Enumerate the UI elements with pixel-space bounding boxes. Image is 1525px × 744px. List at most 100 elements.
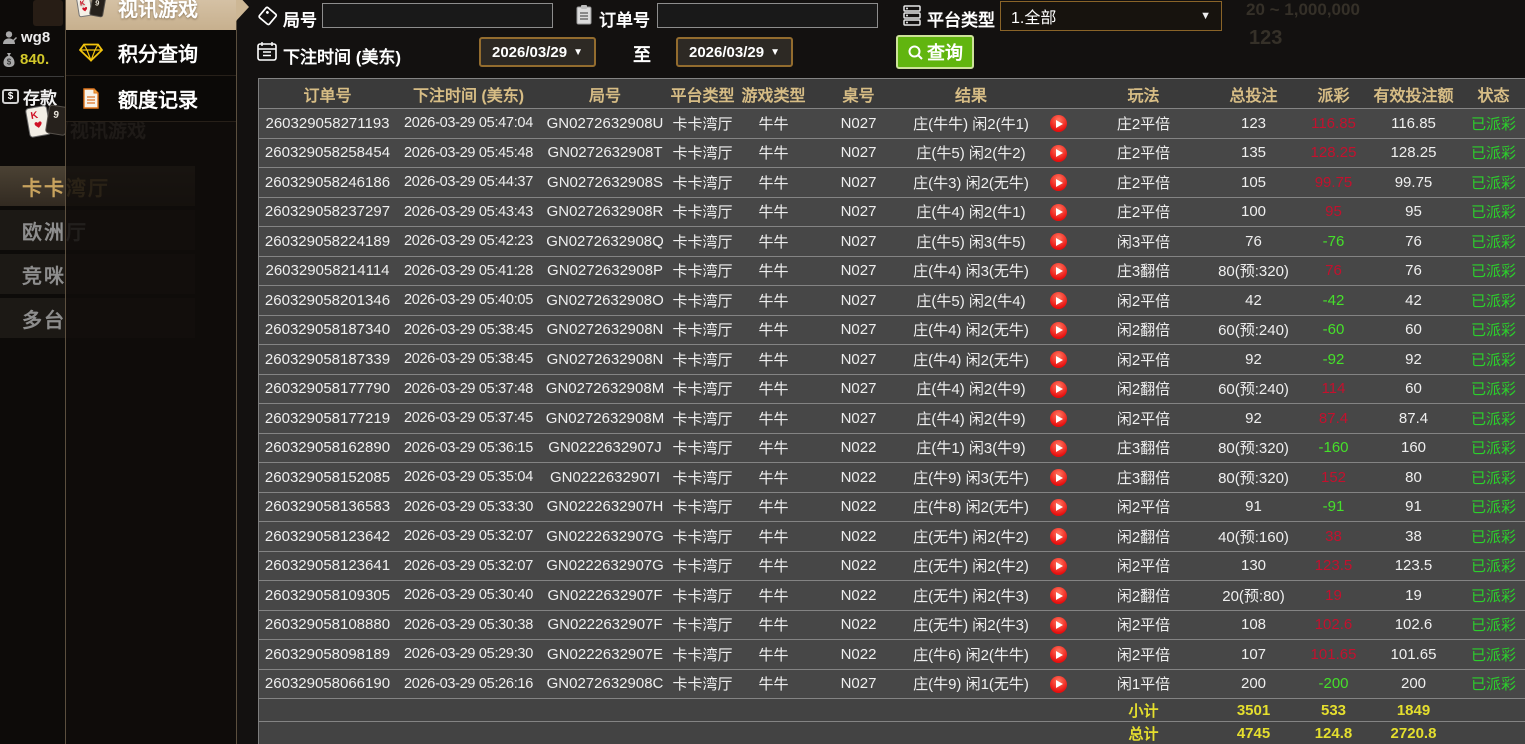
- play-replay-button[interactable]: [1050, 557, 1067, 575]
- play-replay-button[interactable]: [1050, 616, 1067, 634]
- menu-item-credit-records[interactable]: 额度记录: [66, 76, 236, 122]
- status-cell: 已派彩: [1470, 263, 1516, 281]
- platform-select-value: 1.全部: [1011, 10, 1057, 27]
- play-replay-button[interactable]: [1050, 439, 1067, 457]
- play-replay-button[interactable]: [1050, 292, 1067, 309]
- play-replay-button[interactable]: [1050, 351, 1067, 368]
- table-number-cell: N027: [840, 675, 877, 693]
- round-number-cell: GN0272632908P: [547, 262, 663, 280]
- bet-type-cell: 庄3翻倍: [1116, 440, 1171, 458]
- table-row: 260329058214114 2026-03-29 05:41:28 GN0272…: [259, 255, 1525, 285]
- result-cell: 庄(牛9) 闲3(无牛): [913, 469, 1029, 487]
- avatar[interactable]: [33, 0, 63, 26]
- play-replay-button[interactable]: [1050, 469, 1067, 486]
- play-cell: [1036, 174, 1081, 191]
- play-icon: [1056, 149, 1063, 157]
- status-cell: 已派彩: [1470, 174, 1516, 192]
- result-cell: 庄(牛4) 闲2(无牛): [913, 322, 1029, 340]
- search-button[interactable]: 查询: [896, 35, 974, 69]
- status-cell: 已派彩: [1470, 440, 1516, 458]
- table-row: 260329058162890 2026-03-29 05:36:15 GN0222…: [259, 432, 1525, 462]
- play-replay-button[interactable]: [1050, 380, 1067, 398]
- table-row: 260329058187339 2026-03-29 05:38:45 GN0272…: [259, 344, 1525, 374]
- round-number-cell: GN0272632908O: [546, 291, 664, 309]
- total-bet-cell: 80(预:320): [1218, 440, 1289, 458]
- play-replay-button[interactable]: [1050, 321, 1067, 339]
- valid-bet-cell: 76: [1405, 262, 1422, 280]
- payout-cell: 102.6: [1314, 616, 1353, 634]
- round-number-cell: GN0222632907F: [547, 586, 663, 604]
- play-cell: [1036, 351, 1081, 368]
- calendar-icon: [256, 40, 278, 62]
- date-to-picker[interactable]: 2026/03/29 ▼: [676, 37, 793, 67]
- valid-bet-cell: 123.5: [1394, 557, 1433, 575]
- date-from-picker[interactable]: 2026/03/29 ▼: [479, 37, 596, 67]
- order-number-cell: 260329058237297: [264, 203, 391, 221]
- play-replay-button[interactable]: [1050, 675, 1067, 693]
- platform-cell: 卡卡湾厅: [672, 617, 733, 635]
- order-number-cell: 260329058109305: [264, 586, 391, 604]
- bet-type-cell: 庄2平倍: [1116, 174, 1171, 192]
- play-replay-button[interactable]: [1050, 262, 1067, 280]
- play-replay-button[interactable]: [1050, 174, 1067, 191]
- play-cell: [1036, 469, 1081, 486]
- play-replay-button[interactable]: [1050, 115, 1067, 132]
- bet-type-cell: 闲3平倍: [1116, 233, 1171, 251]
- play-replay-button[interactable]: [1050, 587, 1067, 604]
- play-replay-button[interactable]: [1050, 203, 1067, 221]
- round-number-cell: GN0222632907G: [546, 527, 664, 545]
- table-number-cell: N027: [840, 173, 877, 191]
- play-icon: [1056, 355, 1063, 364]
- order-input[interactable]: [657, 3, 878, 28]
- order-number-cell: 260329058214114: [265, 262, 390, 280]
- playing-cards-icon: K 9: [24, 101, 70, 143]
- game-type-cell: 牛牛: [758, 646, 789, 664]
- play-replay-button[interactable]: [1050, 646, 1067, 663]
- status-cell: 已派彩: [1470, 676, 1516, 694]
- payout-cell: 87.4: [1318, 409, 1349, 427]
- play-replay-button[interactable]: [1050, 528, 1067, 545]
- bet-time-cell: 2026-03-29 05:26:16: [404, 675, 533, 692]
- valid-bet-cell: 95: [1405, 203, 1422, 221]
- moneybag-icon: $: [2, 52, 16, 68]
- deposit-button[interactable]: $ 存款: [2, 84, 57, 109]
- result-cell: 庄(牛9) 闲1(无牛): [913, 676, 1029, 694]
- bet-time-cell: 2026-03-29 05:30:38: [404, 616, 533, 633]
- round-number-cell: GN0222632907E: [547, 645, 663, 663]
- status-cell: 已派彩: [1470, 233, 1516, 251]
- valid-bet-cell: 60: [1405, 321, 1422, 339]
- table-number-cell: N027: [840, 291, 877, 309]
- order-number-cell: 260329058066190: [264, 675, 391, 693]
- play-replay-button[interactable]: [1050, 498, 1067, 516]
- bet-time-cell: 2026-03-29 05:47:04: [404, 115, 533, 132]
- bet-type-cell: 闲2平倍: [1116, 646, 1171, 664]
- order-number-cell: 260329058187340: [264, 321, 391, 339]
- payout-cell: 123.5: [1314, 557, 1353, 575]
- table-row: 260329058187340 2026-03-29 05:38:45 GN0272…: [259, 314, 1525, 344]
- menu-item-points-query[interactable]: 积分查询: [66, 30, 236, 76]
- table-number-cell: N027: [840, 144, 877, 162]
- play-replay-button[interactable]: [1050, 144, 1067, 162]
- valid-bet-cell: 92: [1405, 350, 1422, 368]
- platform-select[interactable]: 1.全部 ▼: [1000, 1, 1222, 31]
- gem-icon: [74, 43, 108, 62]
- bet-type-cell: 庄3翻倍: [1116, 263, 1171, 281]
- result-cell: 庄(无牛) 闲2(牛3): [913, 587, 1029, 605]
- table-number-cell: N027: [840, 321, 877, 339]
- status-cell: 已派彩: [1470, 292, 1516, 310]
- bet-time-cell: 2026-03-29 05:29:30: [404, 646, 533, 663]
- platform-cell: 卡卡湾厅: [672, 440, 733, 458]
- play-replay-button[interactable]: [1050, 410, 1067, 427]
- result-cell: 庄(无牛) 闲2(牛2): [913, 528, 1029, 546]
- platform-cell: 卡卡湾厅: [672, 676, 733, 694]
- bet-type-cell: 闲1平倍: [1116, 676, 1171, 694]
- round-number-cell: GN0272632908T: [547, 144, 663, 162]
- round-input[interactable]: [322, 3, 553, 28]
- valid-bet-cell: 91: [1405, 498, 1422, 516]
- bet-type-cell: 闲2翻倍: [1116, 322, 1171, 340]
- platform-cell: 卡卡湾厅: [672, 204, 733, 222]
- play-replay-button[interactable]: [1050, 233, 1067, 250]
- menu-item-video-games[interactable]: K 9 视讯游戏: [66, 0, 249, 30]
- play-icon: [1056, 296, 1063, 305]
